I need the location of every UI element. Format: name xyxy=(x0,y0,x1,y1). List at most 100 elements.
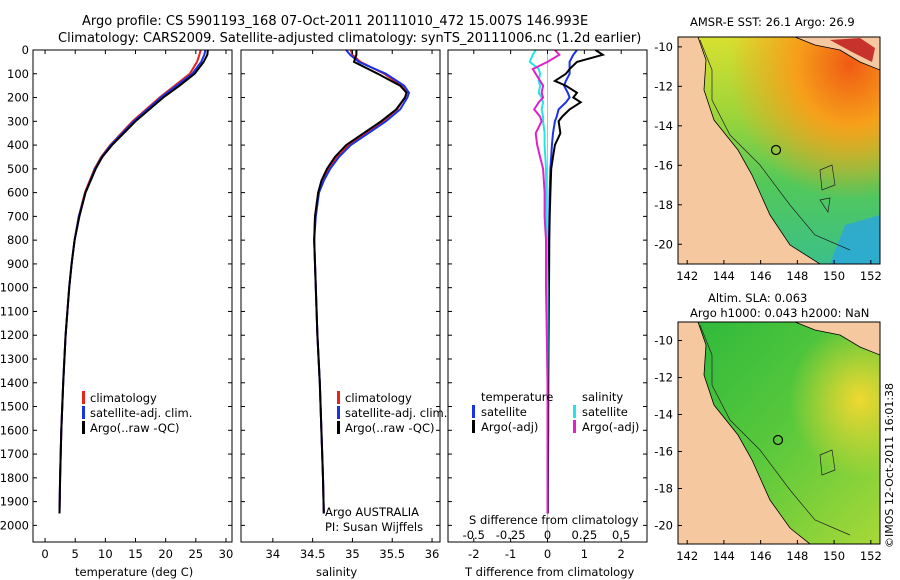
map-y-tick-label: -12 xyxy=(654,79,673,93)
map-x-tick-label: 152 xyxy=(860,549,882,563)
sst-reefs xyxy=(819,164,836,213)
x-tick-label: 25 xyxy=(188,547,203,561)
sla-map-panel: Altim. SLA: 0.063 Argo h1000: 0.043 h200… xyxy=(654,291,882,563)
diff-legend-label-s-argo: Argo(-adj) xyxy=(582,420,639,434)
map-x-tick-label: 144 xyxy=(713,269,735,283)
y-tick-label: 300 xyxy=(7,114,29,128)
salinity-legend: climatology satellite-adj. clim. Argo(..… xyxy=(337,391,447,435)
diff-s-tick-label: 0 xyxy=(544,528,551,542)
sst-land-australia xyxy=(678,37,821,264)
diff-legend-temperature-title: temperature xyxy=(481,390,553,404)
y-tick-label: 1300 xyxy=(0,352,29,366)
x-tick-label: 35 xyxy=(345,547,360,561)
difference-lines xyxy=(528,49,606,542)
y-tick-label: 1700 xyxy=(0,447,29,461)
sla-map-title-1: Altim. SLA: 0.063 xyxy=(708,291,807,305)
sst-map-panel: AMSR-E SST: 26.1 Argo: 26.9 xyxy=(654,15,882,283)
x-tick-label: 0 xyxy=(41,547,48,561)
sla-land-png xyxy=(794,322,880,356)
y-tick-label: 1600 xyxy=(0,423,29,437)
sal-legend-label-satellite: satellite-adj. clim. xyxy=(345,406,447,420)
x-tick-label: 35.5 xyxy=(379,547,405,561)
map-x-tick-label: 142 xyxy=(676,269,698,283)
legend-swatch-argo xyxy=(82,421,85,434)
series-line-2 xyxy=(313,50,408,514)
pi-name: PI: Susan Wijffels xyxy=(325,520,423,534)
series-line-1 xyxy=(313,49,411,514)
t-difference-label: T difference from climatology xyxy=(464,565,635,579)
map-x-tick-label: 152 xyxy=(860,269,882,283)
diff-s-tick-label: 0.25 xyxy=(572,528,598,542)
diff-series-line-2 xyxy=(528,49,549,514)
y-tick-label: 1100 xyxy=(0,304,29,318)
y-tick-label: 1800 xyxy=(0,471,29,485)
diff-legend-salinity-title: salinity xyxy=(582,390,623,404)
diff-x-tick-label: -1 xyxy=(505,547,516,561)
y-tick-label: 1000 xyxy=(0,281,29,295)
diff-legend-swatch-t-sat xyxy=(472,405,475,418)
legend-swatch-climatology xyxy=(82,391,85,404)
temperature-axes-box xyxy=(32,49,233,543)
diff-series-line-0 xyxy=(546,49,578,514)
sla-reefs xyxy=(819,449,836,476)
map-y-tick-label: -10 xyxy=(654,40,673,54)
salinity-xlabel: salinity xyxy=(316,565,357,579)
map-y-tick-label: -10 xyxy=(654,334,673,348)
temperature-legend: climatology satellite-adj. clim. Argo(..… xyxy=(82,391,192,435)
temperature-panel: 0 5 10 15 20 25 300100200300400500600700800900… xyxy=(0,43,233,579)
salinity-panel: 34 34.5 35 35.5 36 climatology satellite-adj… xyxy=(240,49,447,579)
series-line-0 xyxy=(58,49,202,514)
sal-legend-label-argo: Argo(..raw -QC) xyxy=(345,421,435,435)
sst-contour-shelf xyxy=(699,39,851,251)
header-line-1: Argo profile: CS 5901193_168 07-Oct-2011… xyxy=(82,14,588,29)
map-x-tick-label: 150 xyxy=(823,269,845,283)
x-tick-label: 34.5 xyxy=(300,547,326,561)
y-tick-label: 1400 xyxy=(0,376,29,390)
s-difference-label: S difference from climatology xyxy=(469,513,639,527)
legend-swatch-satellite xyxy=(82,406,85,419)
sst-hot-spot xyxy=(830,38,875,62)
x-tick-label: 34 xyxy=(266,547,281,561)
difference-panel: -2 -1 0 1 2 temperature salinity satellite A… xyxy=(447,49,648,579)
y-tick-label: 1200 xyxy=(0,328,29,342)
sla-contour-shelf xyxy=(699,324,851,536)
legend-label-argo: Argo(..raw -QC) xyxy=(90,421,180,435)
map-x-tick-label: 150 xyxy=(823,549,845,563)
difference-legend: temperature salinity satellite Argo(-adj… xyxy=(472,390,639,434)
map-y-tick-label: -16 xyxy=(654,158,673,172)
map-x-tick-label: 148 xyxy=(786,269,808,283)
y-tick-label: 0 xyxy=(22,43,29,57)
diff-x-tick-label: 0 xyxy=(544,547,551,561)
y-tick-label: 200 xyxy=(7,91,29,105)
map-x-tick-label: 146 xyxy=(750,269,772,283)
map-x-tick-label: 146 xyxy=(750,549,772,563)
x-tick-label: 5 xyxy=(72,547,79,561)
sla-land-australia xyxy=(678,322,811,544)
diff-x-tick-label: 1 xyxy=(581,547,588,561)
sal-legend-swatch-satellite xyxy=(337,406,340,419)
sst-map-frame xyxy=(677,36,881,265)
temperature-lines xyxy=(58,49,209,514)
y-tick-label: 400 xyxy=(7,138,29,152)
map-y-tick-label: -14 xyxy=(654,408,673,422)
map-y-tick-label: -18 xyxy=(654,482,673,496)
y-tick-label: 1500 xyxy=(0,400,29,414)
diff-s-tick-label: -0.5 xyxy=(463,528,485,542)
temperature-xlabel: temperature (deg C) xyxy=(75,565,193,579)
x-tick-label: 30 xyxy=(219,547,234,561)
y-tick-label: 600 xyxy=(7,186,29,200)
x-tick-label: 10 xyxy=(98,547,113,561)
y-tick-label: 500 xyxy=(7,162,29,176)
sst-map-title: AMSR-E SST: 26.1 Argo: 26.9 xyxy=(690,15,855,29)
diff-legend-swatch-t-argo xyxy=(472,420,475,433)
map-y-tick-label: -18 xyxy=(654,198,673,212)
salinity-axes-box xyxy=(240,49,441,543)
sla-map-frame xyxy=(677,321,881,545)
y-tick-label: 1900 xyxy=(0,495,29,509)
sal-legend-label-climatology: climatology xyxy=(345,391,412,405)
y-tick-label: 700 xyxy=(7,209,29,223)
diff-x-tick-label: -2 xyxy=(468,547,479,561)
map-y-tick-label: -20 xyxy=(654,237,673,251)
map-y-tick-label: -20 xyxy=(654,519,673,533)
